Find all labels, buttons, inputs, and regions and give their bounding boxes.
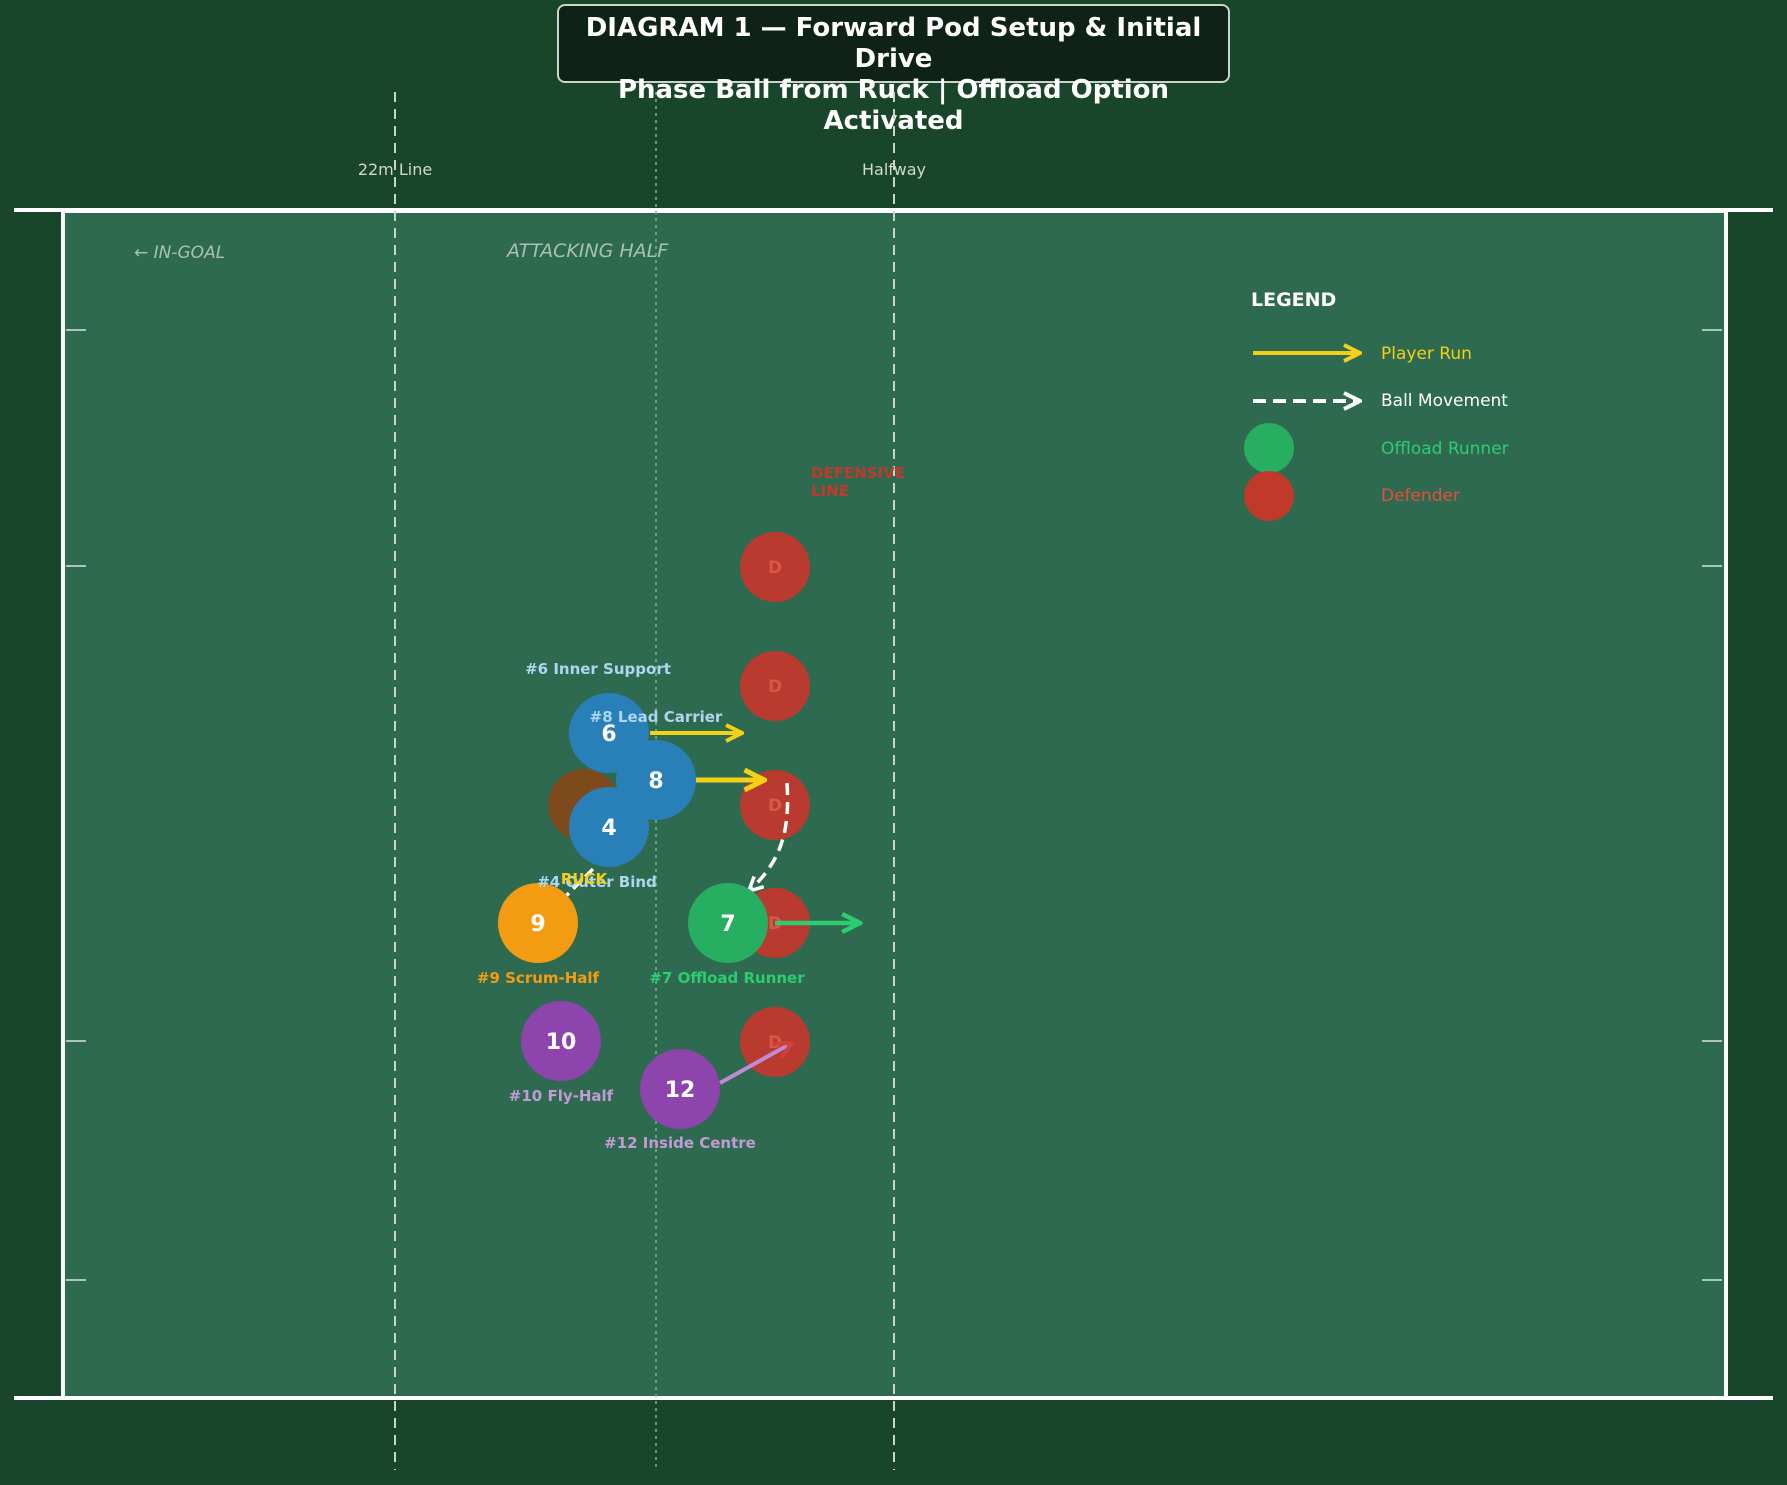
- title-line-1: DIAGRAM 1 — Forward Pod Setup & Initial …: [585, 13, 1202, 74]
- label-defensive-line: DEFENSIVE LINE: [811, 464, 910, 500]
- defensive-line-word-1: DEFENSIVE: [811, 464, 905, 482]
- defender-1: D: [740, 532, 810, 602]
- label-halfway: Halfway: [862, 160, 926, 179]
- legend-player-run: Player Run: [1381, 344, 1472, 364]
- label-22m-line: 22m Line: [358, 160, 432, 179]
- player-7-label: #7 Offload Runner: [649, 969, 805, 987]
- player-12-number: 12: [665, 1078, 696, 1103]
- label-in-goal: ← IN-GOAL: [134, 243, 225, 263]
- legend-ball-movement: Ball Movement: [1381, 391, 1508, 411]
- player-8-label: #8 Lead Carrier: [590, 708, 723, 726]
- legend: LEGEND Player Run Ball Movement Offload …: [1244, 289, 1509, 521]
- player-8-number: 8: [648, 769, 663, 794]
- player-9-label: #9 Scrum-Half: [477, 969, 600, 987]
- ball-movement-arrow-to-7: [750, 782, 790, 890]
- pass-9: [564, 867, 595, 898]
- legend-defender: Defender: [1381, 486, 1460, 506]
- player-4-label: #4 Outer Bind: [537, 873, 657, 891]
- player-12-label: #12 Inside Centre: [604, 1134, 756, 1152]
- legend-offload-swatch: [1244, 423, 1294, 473]
- player-7-number: 7: [720, 912, 735, 937]
- player-12[interactable]: 12: [640, 1049, 720, 1129]
- player-9-number: 9: [530, 912, 545, 937]
- player-10-label: #10 Fly-Half: [509, 1087, 614, 1105]
- defensive-line-word-2: LINE: [811, 482, 849, 500]
- legend-offload-runner: Offload Runner: [1381, 439, 1509, 459]
- label-attacking-half: ATTACKING HALF: [505, 240, 669, 262]
- defender-2-label: D: [768, 677, 782, 697]
- player-10-number: 10: [546, 1030, 577, 1055]
- player-9[interactable]: 9: [498, 883, 578, 963]
- diagram-title: DIAGRAM 1 — Forward Pod Setup & Initial …: [557, 4, 1230, 136]
- defender-2: D: [740, 651, 810, 721]
- legend-title: LEGEND: [1251, 289, 1336, 311]
- defender-3-label: D: [768, 796, 782, 816]
- player-6-number: 6: [601, 722, 616, 747]
- player-7[interactable]: 7: [688, 883, 768, 963]
- side-ticks: [66, 329, 1722, 1281]
- player-4[interactable]: 4: [569, 787, 649, 867]
- legend-defender-swatch: [1244, 471, 1294, 521]
- player-6-label: #6 Inner Support: [525, 660, 671, 678]
- ruck-label: RUCK: [561, 870, 609, 888]
- player-10[interactable]: 10: [521, 1001, 601, 1081]
- player-4-number: 4: [601, 816, 616, 841]
- defender-1-label: D: [768, 558, 782, 578]
- run-arrow-12: [719, 1044, 790, 1085]
